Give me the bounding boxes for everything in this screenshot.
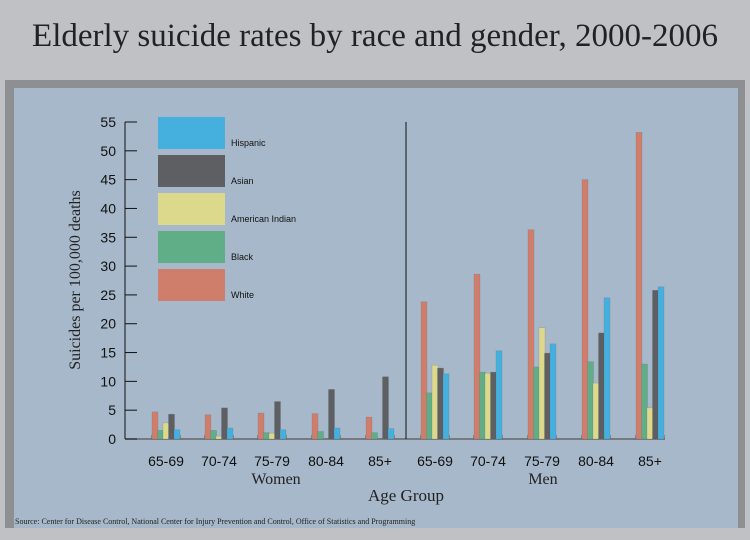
bar-men-70-74-hispanic (495, 350, 503, 440)
chart-panel (14, 88, 738, 528)
bar-men-65-69-asian (437, 367, 444, 440)
bar-men-85+-american-indian (646, 407, 654, 440)
x-tick-label: 70-74 (201, 453, 237, 469)
y-tick-label: 5 (108, 402, 116, 418)
bar-men-85+-white (635, 132, 643, 440)
bar-men-85+-asian (652, 290, 659, 440)
bar-men-75-79-asian (544, 352, 551, 440)
legend-swatch-asian (158, 155, 225, 187)
bar-men-70-74-white (473, 273, 481, 440)
legend-label: Black (231, 252, 254, 262)
bar-women-85+-asian (382, 376, 389, 440)
group-label-women: Women (251, 471, 300, 488)
bar-men-75-79-black (533, 366, 540, 440)
bar-women-65-69-white (151, 411, 159, 440)
legend-label: Asian (231, 176, 254, 186)
y-tick-label: 20 (100, 316, 116, 332)
y-tick-label: 30 (100, 258, 116, 274)
x-tick-label: 70-74 (470, 453, 506, 469)
x-tick-label: 80-84 (308, 453, 344, 469)
bar-women-70-74-asian (221, 407, 228, 440)
bar-men-75-79-american-indian (538, 327, 546, 440)
bar-women-75-79-black (263, 432, 270, 440)
bar-men-75-79-white (527, 229, 535, 440)
bar-women-65-69-black (157, 430, 164, 440)
x-tick-label: 75-79 (524, 453, 560, 469)
y-tick-label: 10 (100, 373, 116, 389)
bar-women-85+-black (371, 432, 378, 440)
bar-men-80-84-hispanic (603, 297, 611, 440)
x-tick-label: 85+ (638, 453, 662, 469)
legend-swatch-white (158, 269, 225, 301)
group-label-men: Men (528, 471, 557, 488)
y-tick-label: 25 (100, 287, 116, 303)
bar-men-80-84-american-indian (592, 382, 600, 440)
bar-men-85+-black (641, 363, 648, 440)
bar-men-65-69-white (420, 301, 428, 440)
y-tick-label: 55 (100, 114, 116, 130)
bar-women-65-69-hispanic (173, 429, 181, 440)
x-tick-label: 80-84 (578, 453, 614, 469)
bar-women-80-84-asian (328, 389, 335, 440)
bar-men-80-84-white (581, 179, 589, 440)
x-tick-label: 65-69 (148, 453, 184, 469)
y-tick-label: 40 (100, 200, 116, 216)
bar-women-70-74-white (204, 414, 212, 440)
bar-women-80-84-white (311, 413, 319, 440)
bar-men-65-69-black (426, 392, 433, 440)
legend-label: White (231, 290, 254, 300)
bar-men-70-74-asian (490, 371, 497, 440)
bar-women-70-74-american-indian (215, 435, 223, 440)
bar-women-80-84-black (317, 431, 324, 440)
y-tick-label: 35 (100, 229, 116, 245)
bar-men-85+-hispanic (657, 286, 665, 440)
bar-women-70-74-black (210, 430, 217, 440)
bar-women-75-79-asian (274, 401, 281, 440)
x-tick-label: 85+ (368, 453, 392, 469)
legend-swatch-hispanic (158, 117, 225, 149)
bar-women-65-69-american-indian (162, 422, 170, 440)
bar-women-85+-hispanic (387, 428, 395, 440)
legend-swatch-american-indian (158, 193, 225, 225)
bar-men-65-69-american-indian (431, 364, 439, 440)
x-tick-label: 65-69 (417, 453, 453, 469)
y-axis-label: Suicides per 100,000 deaths (67, 190, 84, 370)
bar-men-70-74-black (479, 371, 486, 440)
bar-women-75-79-american-indian (268, 432, 276, 440)
bar-men-65-69-hispanic (442, 373, 450, 440)
bar-women-80-84-hispanic (333, 427, 341, 440)
legend-swatch-black (158, 231, 225, 263)
y-tick-label: 15 (100, 345, 116, 361)
legend-label: American Indian (231, 214, 296, 224)
bar-men-70-74-american-indian (484, 373, 492, 440)
bar-women-65-69-asian (168, 413, 175, 440)
source-note: Source: Center for Disease Control, Nati… (15, 517, 416, 526)
bar-women-75-79-white (257, 412, 265, 440)
bar-women-70-74-hispanic (226, 427, 234, 440)
bar-women-75-79-hispanic (279, 429, 287, 440)
y-tick-label: 50 (100, 143, 116, 159)
x-tick-label: 75-79 (254, 453, 290, 469)
y-tick-label: 0 (108, 431, 116, 447)
bar-men-80-84-black (587, 361, 594, 440)
y-tick-label: 45 (100, 172, 116, 188)
x-axis-label: Age Group (368, 486, 444, 505)
chart-title: Elderly suicide rates by race and gender… (32, 18, 718, 54)
legend-label: Hispanic (231, 138, 266, 148)
bar-men-75-79-hispanic (549, 343, 557, 440)
bar-men-80-84-asian (598, 332, 605, 440)
bar-women-85+-white (365, 416, 373, 440)
